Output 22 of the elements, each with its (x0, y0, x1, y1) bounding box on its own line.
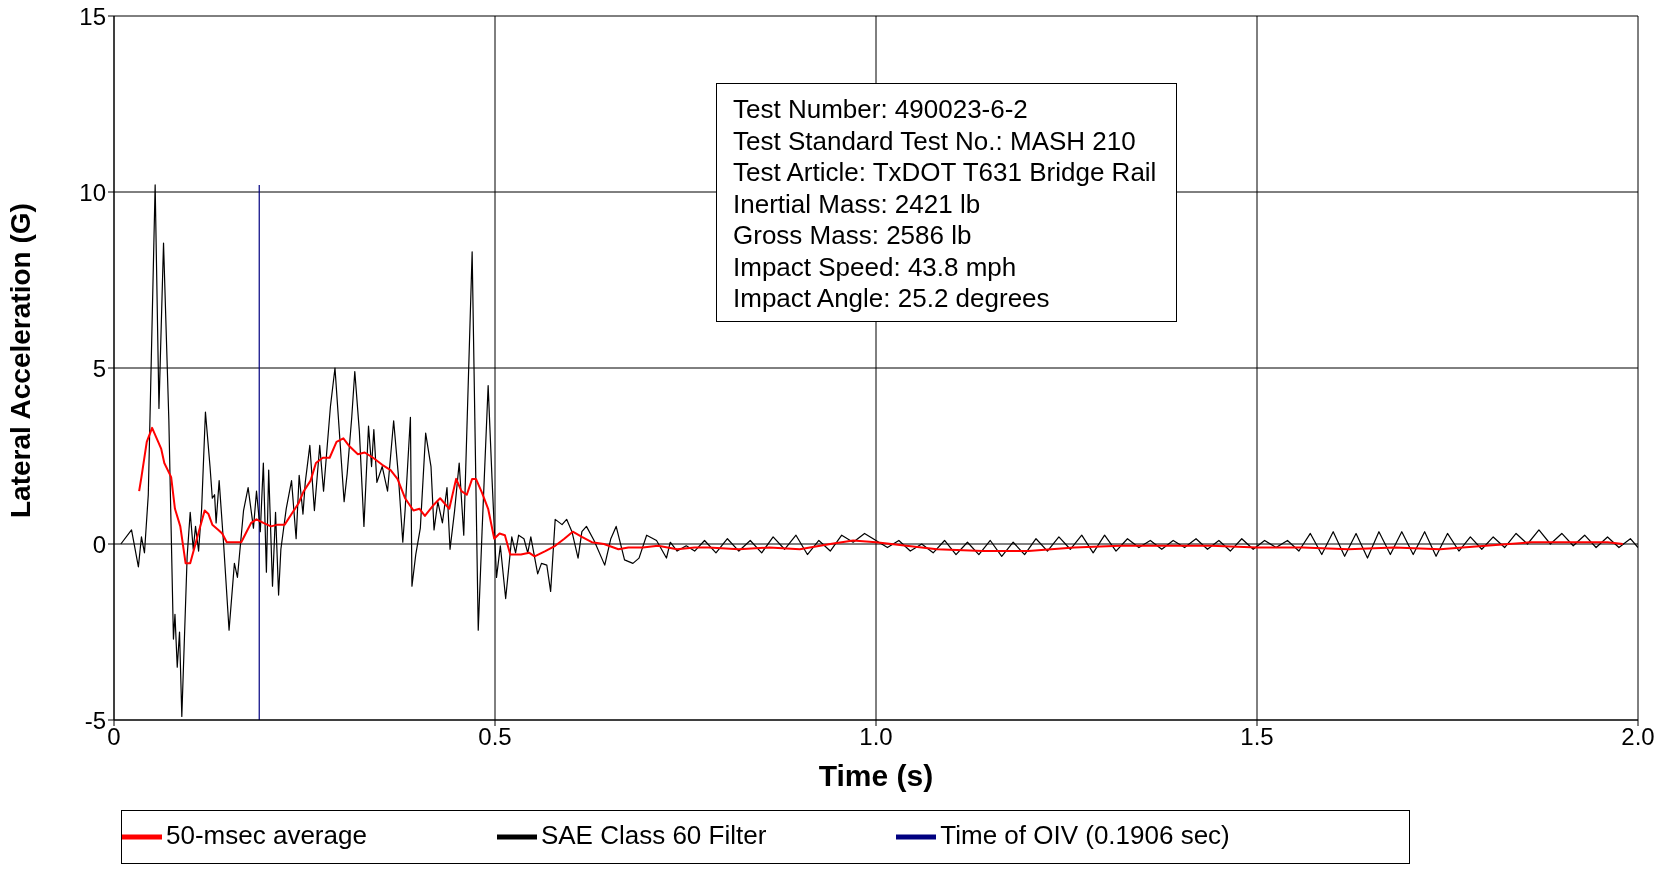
legend-label: SAE Class 60 Filter (540, 819, 767, 850)
x-tick-label: 1.0 (859, 723, 893, 751)
annotation: Impact Angle: 25.2 degrees (733, 283, 1051, 315)
x-axis-title: Time (s) (818, 759, 934, 793)
y-axis-title: Lateral Acceleration (G) (4, 203, 36, 518)
annotation: Gross Mass: 2586 lb (733, 220, 973, 252)
annotation: Test Standard Test No.: MASH 210 (733, 125, 1137, 157)
y-tick-label: 5 (92, 354, 106, 382)
annotation: Test Article: TxDOT T631 Bridge Rail (733, 157, 1157, 189)
annotation: Impact Speed: 43.8 mph (733, 251, 1018, 283)
x-tick-label: 0.5 (478, 723, 512, 751)
annotation: Inertial Mass: 2421 lb (733, 188, 982, 220)
line-series (138, 426, 1624, 565)
y-tick-label: -5 (84, 706, 106, 734)
y-tick-label: 0 (92, 530, 106, 558)
x-tick-label: 1.5 (1240, 723, 1274, 751)
legend-label: Time of OIV (0.1906 sec) (940, 819, 1230, 850)
x-tick-label: 2.0 (1621, 723, 1655, 751)
y-tick-label: 10 (79, 178, 106, 206)
y-tick-label: 15 (79, 2, 106, 30)
annotation: Test Number: 490023-6-2 (733, 94, 1029, 126)
legend-label: 50-msec average (166, 819, 367, 850)
